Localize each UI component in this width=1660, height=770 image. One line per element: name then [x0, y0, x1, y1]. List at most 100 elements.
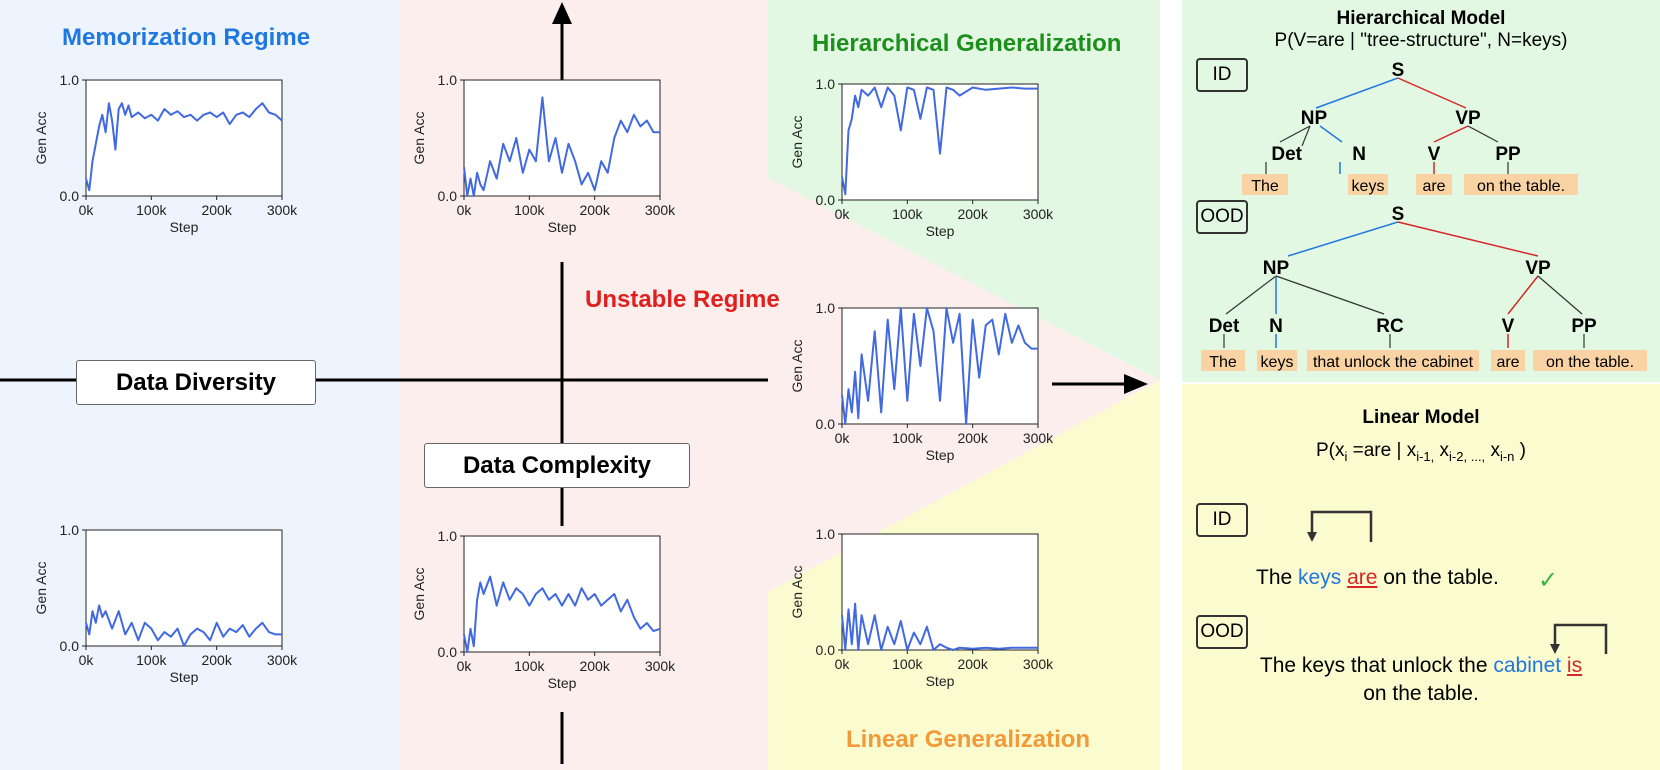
hier-trees: S NP VP Det N V PP The keys are on the t… [1201, 60, 1647, 371]
y-tick-label: 0.0 [816, 642, 836, 658]
id-node-n: N [1352, 144, 1366, 165]
formula-are: =are | x [1347, 440, 1417, 461]
hier-ood-tag: OOD [1196, 200, 1248, 234]
chart-hier-middle: 0.0 1.0 0k 100k 200k 300k Step Gen Acc [789, 300, 1054, 463]
id-word-bg-4 [1464, 174, 1578, 195]
plot-frame [85, 529, 283, 647]
formula-x2: x [1434, 440, 1450, 461]
formula-sub-i: i [1344, 448, 1348, 464]
ood-word-bg-5 [1533, 350, 1647, 371]
id-node-v: V [1428, 144, 1441, 165]
formula-sub-1: i-1, [1416, 448, 1435, 464]
x-tick-label: 200k [201, 652, 232, 668]
ood-node-rc: RC [1376, 316, 1404, 337]
y-tick-label: 1.0 [60, 522, 80, 538]
y-axis-label: Gen Acc [789, 116, 805, 169]
id-node-det: Det [1271, 144, 1302, 165]
x-axis-label: Step [926, 223, 955, 239]
plot-frame [841, 83, 1039, 201]
y-tick-label: 1.0 [60, 72, 80, 88]
ood-node-s: S [1392, 204, 1405, 225]
hier-model-formula: P(V=are | "tree-structure", N=keys) [1274, 30, 1568, 51]
x-axis-label: Step [926, 447, 955, 463]
hier-id-tag: ID [1196, 58, 1248, 92]
ood-dependency-arrow [1553, 623, 1608, 654]
linear-ood-sentence: The keys that unlock the cabinet is on t… [1182, 652, 1660, 708]
diversity-arrow-head [1124, 374, 1148, 394]
x-tick-label: 200k [957, 206, 988, 222]
series-line [85, 604, 282, 647]
x-tick-label: 200k [957, 656, 988, 672]
chart-memo-bottom: 0.0 1.0 0k 100k 200k 300k Step Gen Acc [33, 522, 298, 685]
id-node-vp: VP [1455, 108, 1481, 129]
y-tick-label: 0.0 [60, 638, 80, 654]
id-sent-verb: are [1347, 566, 1378, 589]
ood-word-the: The [1209, 354, 1237, 371]
ood-node-np: NP [1263, 258, 1290, 279]
id-sent-post: on the table. [1377, 566, 1499, 589]
y-axis-label: Gen Acc [789, 340, 805, 393]
data-diversity-label: Data Diversity [76, 360, 316, 405]
x-axis-label: Step [548, 675, 577, 691]
x-tick-label: 100k [892, 430, 923, 446]
plot-frame [841, 533, 1039, 651]
x-tick-label: 300k [1023, 656, 1054, 672]
id-sent-noun: keys [1298, 566, 1342, 589]
x-tick-label: 0k [835, 430, 851, 446]
x-tick-label: 300k [267, 652, 298, 668]
plot-frame [463, 535, 661, 653]
plot-frame [85, 79, 283, 197]
id-word-the: The [1251, 178, 1279, 195]
x-tick-label: 0k [457, 202, 473, 218]
id-word-pp: on the table. [1477, 178, 1565, 195]
x-tick-label: 100k [892, 656, 923, 672]
x-tick-label: 0k [835, 206, 851, 222]
ood-node-vp: VP [1525, 258, 1551, 279]
x-tick-label: 200k [579, 202, 610, 218]
right-linear-bg [1182, 384, 1660, 770]
x-axis-label: Step [170, 219, 199, 235]
y-tick-label: 1.0 [816, 300, 836, 316]
y-tick-label: 1.0 [438, 72, 458, 88]
data-complexity-label: Data Complexity [424, 443, 690, 488]
x-tick-label: 300k [645, 202, 676, 218]
ood-node-pp: PP [1571, 316, 1597, 337]
x-axis-label: Step [548, 219, 577, 235]
x-axis-label: Step [170, 669, 199, 685]
linear-id-sentence: The keys are on the table. [1256, 566, 1499, 590]
formula-p: P(x [1315, 440, 1345, 461]
x-tick-label: 0k [457, 658, 473, 674]
x-tick-label: 100k [136, 202, 167, 218]
ood-sent-line2: on the table. [1363, 682, 1479, 705]
ood-node-det: Det [1209, 316, 1240, 337]
y-tick-label: 0.0 [438, 644, 458, 660]
linear-model-formula: P(xi =are | xi-1, xi-2, ..., xi-n ) [1182, 440, 1660, 464]
ood-word-keys: keys [1261, 354, 1294, 371]
y-axis-label: Gen Acc [411, 568, 427, 621]
id-node-np: NP [1301, 108, 1328, 129]
x-axis-label: Step [926, 673, 955, 689]
x-tick-label: 100k [136, 652, 167, 668]
y-axis-label: Gen Acc [789, 566, 805, 619]
chart-linear-bottom: 0.0 1.0 0k 100k 200k 300k Step Gen Acc [789, 526, 1054, 689]
formula-xn: x [1485, 440, 1500, 461]
ood-word-bg-3 [1307, 350, 1479, 371]
y-tick-label: 0.0 [816, 192, 836, 208]
x-tick-label: 0k [79, 652, 95, 668]
ood-node-v: V [1502, 316, 1515, 337]
y-axis-label: Gen Acc [33, 112, 49, 165]
chart-unstable-bottom: 0.0 1.0 0k 100k 200k 300k Step Gen Acc [411, 528, 676, 691]
id-node-pp: PP [1495, 144, 1521, 165]
linear-model-title: Linear Model [1362, 407, 1480, 428]
id-word-bg-1 [1242, 174, 1288, 195]
chart-memo-top: 0.0 1.0 0k 100k 200k 300k Step Gen Acc [33, 72, 298, 235]
ood-sent-verb: is [1566, 654, 1583, 677]
x-tick-label: 100k [892, 206, 923, 222]
unstable-title: Unstable Regime [585, 286, 780, 313]
formula-sub-2: i-2, ..., [1449, 448, 1486, 464]
check-icon: ✓ [1538, 567, 1559, 594]
ood-sent-pre: The keys that unlock the [1259, 654, 1494, 677]
series-line [841, 307, 1038, 425]
id-tree-edges [1265, 77, 1509, 174]
formula-sub-n: i-n [1499, 448, 1515, 464]
